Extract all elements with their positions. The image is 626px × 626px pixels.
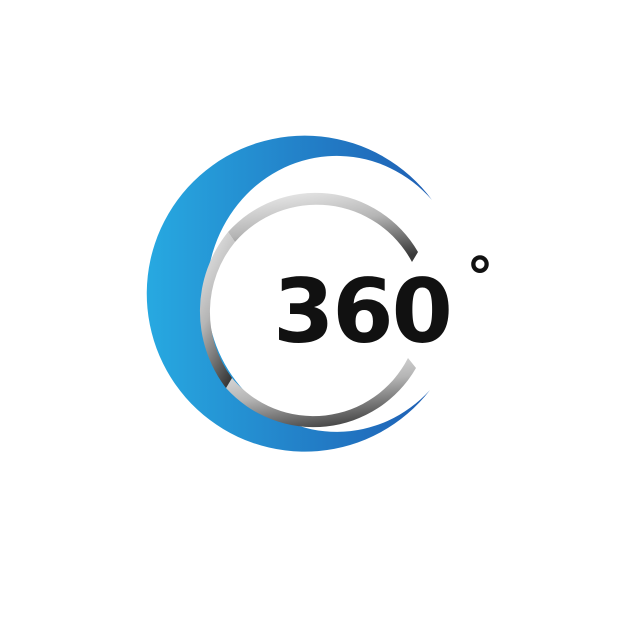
inner-gray-crescent-arc-bottom [226, 358, 416, 428]
inner-gray-crescent-arc [228, 192, 418, 262]
inner-gray-crescent-arc-left [199, 232, 235, 388]
degree-symbol: ° [467, 246, 494, 309]
logo-number-text: 360 [273, 260, 451, 363]
